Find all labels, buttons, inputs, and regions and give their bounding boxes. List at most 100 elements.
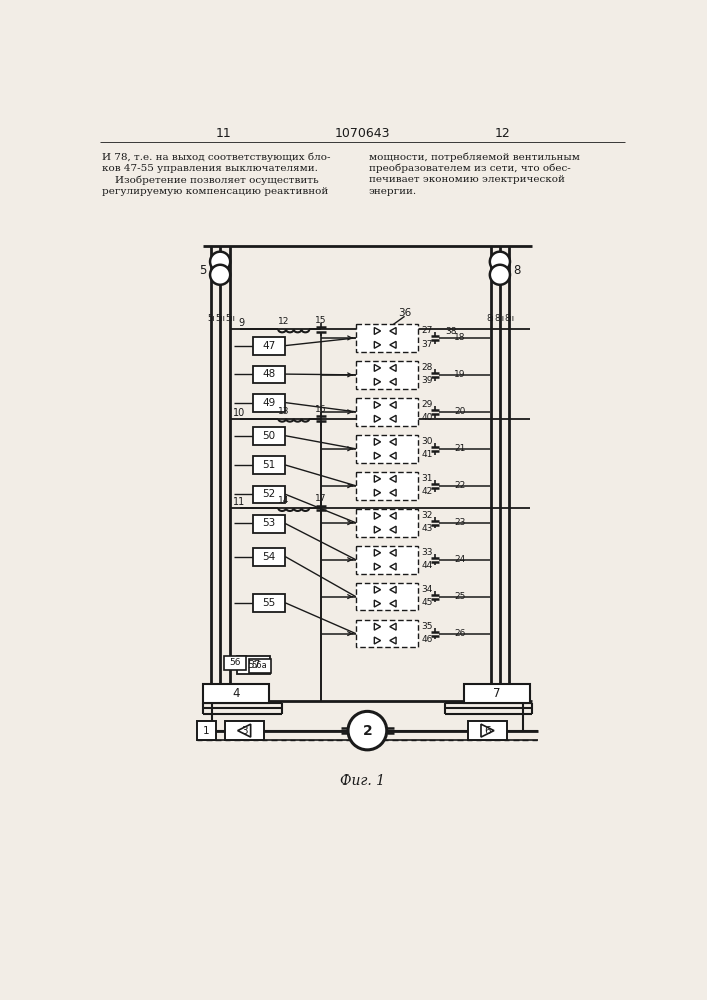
Bar <box>203 684 269 703</box>
Bar <box>252 515 285 533</box>
Polygon shape <box>374 586 380 593</box>
Text: Изобретение позволяет осуществить: Изобретение позволяет осуществить <box>103 175 319 185</box>
Bar <box>468 721 507 740</box>
Text: 40: 40 <box>421 413 433 422</box>
Text: 35: 35 <box>421 622 433 631</box>
Bar <box>464 684 530 703</box>
Text: 15: 15 <box>315 316 327 325</box>
Text: 50: 50 <box>262 431 276 441</box>
Polygon shape <box>374 563 380 570</box>
Bar <box>252 456 285 474</box>
Text: 57: 57 <box>247 660 260 670</box>
Text: 42: 42 <box>421 487 433 496</box>
Text: 8: 8 <box>513 264 520 277</box>
Polygon shape <box>374 364 380 371</box>
Polygon shape <box>390 526 396 533</box>
Circle shape <box>210 252 230 272</box>
Text: преобразователем из сети, что обес-: преобразователем из сети, что обес- <box>369 164 571 173</box>
Text: 5ıı: 5ıı <box>215 314 225 323</box>
Polygon shape <box>390 328 396 334</box>
Text: 22: 22 <box>454 481 465 490</box>
Text: 8ıı: 8ıı <box>495 314 505 323</box>
Polygon shape <box>374 328 380 334</box>
Polygon shape <box>374 512 380 519</box>
Text: 10: 10 <box>233 408 245 418</box>
Bar <box>356 509 418 537</box>
Text: 43: 43 <box>421 524 433 533</box>
Text: 45: 45 <box>421 598 433 607</box>
Bar <box>356 361 418 389</box>
Text: 18: 18 <box>454 333 466 342</box>
Polygon shape <box>390 438 396 445</box>
Text: 47: 47 <box>262 341 276 351</box>
Bar <box>356 324 418 352</box>
Text: ков 47-55 управления выключателями.: ков 47-55 управления выключателями. <box>103 164 318 173</box>
Bar <box>252 337 285 355</box>
Text: 8ı: 8ı <box>486 314 494 323</box>
Circle shape <box>490 252 510 272</box>
Bar <box>224 656 246 670</box>
Text: 6: 6 <box>484 726 491 736</box>
Text: мощности, потребляемой вентильным: мощности, потребляемой вентильным <box>369 152 580 162</box>
Text: 29: 29 <box>421 400 433 409</box>
Text: 9: 9 <box>238 318 244 328</box>
Polygon shape <box>390 401 396 408</box>
Polygon shape <box>374 401 380 408</box>
Polygon shape <box>374 623 380 630</box>
Text: 5: 5 <box>199 264 206 277</box>
Text: 14: 14 <box>278 496 289 505</box>
Text: 41: 41 <box>421 450 433 459</box>
Polygon shape <box>390 378 396 385</box>
Text: 5ıı: 5ıı <box>226 314 235 323</box>
Text: печивает экономию электрической: печивает экономию электрической <box>369 175 565 184</box>
Circle shape <box>490 265 510 285</box>
Polygon shape <box>374 341 380 348</box>
Text: 1070643: 1070643 <box>335 127 390 140</box>
Text: 2: 2 <box>363 724 373 738</box>
Bar <box>356 435 418 463</box>
Polygon shape <box>374 600 380 607</box>
Text: 46: 46 <box>421 635 433 644</box>
Polygon shape <box>390 637 396 644</box>
Text: 11: 11 <box>233 497 245 507</box>
Text: Фиг. 1: Фиг. 1 <box>340 774 385 788</box>
Polygon shape <box>374 378 380 385</box>
Text: 54: 54 <box>262 552 276 562</box>
Text: 12: 12 <box>495 127 511 140</box>
Text: 26: 26 <box>454 629 465 638</box>
Text: 13: 13 <box>278 407 289 416</box>
Polygon shape <box>374 549 380 556</box>
Text: регулируемую компенсацию реактивной: регулируемую компенсацию реактивной <box>103 187 329 196</box>
Text: 5ı: 5ı <box>207 314 215 323</box>
Text: 11: 11 <box>216 127 232 140</box>
Polygon shape <box>390 512 396 519</box>
Text: 51: 51 <box>262 460 276 470</box>
Bar <box>252 427 285 445</box>
Polygon shape <box>390 489 396 496</box>
Text: 56: 56 <box>229 658 240 667</box>
Text: 20: 20 <box>454 407 465 416</box>
Bar <box>237 656 270 674</box>
Polygon shape <box>374 438 380 445</box>
Text: 31: 31 <box>421 474 433 483</box>
Text: 34: 34 <box>421 585 433 594</box>
Text: 25: 25 <box>454 592 465 601</box>
Bar <box>225 721 264 740</box>
Text: 16: 16 <box>315 405 327 414</box>
Text: 53: 53 <box>262 518 276 528</box>
Polygon shape <box>481 724 494 737</box>
Text: 27: 27 <box>421 326 433 335</box>
Bar <box>356 620 418 647</box>
Polygon shape <box>374 489 380 496</box>
Bar <box>356 398 418 426</box>
Polygon shape <box>390 475 396 482</box>
Text: 55: 55 <box>262 598 276 608</box>
Text: 49: 49 <box>262 398 276 408</box>
Circle shape <box>210 265 230 285</box>
Text: 12: 12 <box>278 317 289 326</box>
Text: 48: 48 <box>262 369 276 379</box>
Bar <box>252 548 285 566</box>
Polygon shape <box>390 415 396 422</box>
Polygon shape <box>390 364 396 371</box>
Bar <box>249 659 271 673</box>
